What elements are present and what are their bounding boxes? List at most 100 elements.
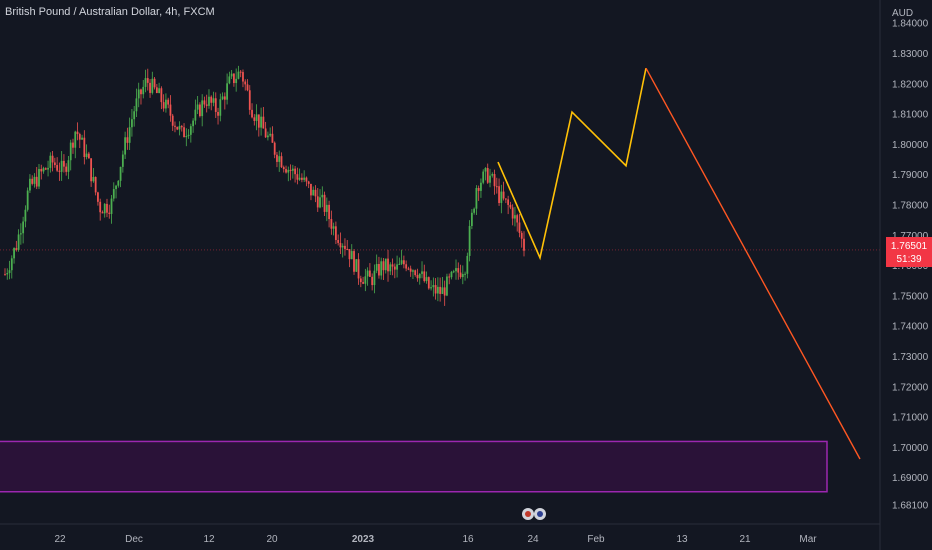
candle-body (244, 81, 247, 85)
candle-body (407, 268, 410, 270)
candle-body (368, 270, 371, 277)
candle-body (427, 277, 430, 289)
price-tick-label: 1.83000 (892, 49, 929, 60)
candle-body (466, 255, 469, 274)
candle-body (316, 196, 319, 208)
candle-body (63, 160, 65, 167)
price-tick-label: 1.78000 (892, 201, 929, 212)
candle-body (443, 287, 446, 296)
candle-body (491, 174, 494, 176)
candle-body (421, 271, 423, 274)
candle-body (518, 222, 521, 233)
candle-body (174, 125, 176, 127)
candle-body (117, 180, 120, 186)
candle-body (158, 88, 161, 93)
candle-body (99, 201, 102, 213)
candle-body (187, 134, 190, 136)
price-tick-label: 1.81000 (892, 110, 929, 121)
candle-body (439, 286, 442, 294)
projection-path-orange[interactable] (645, 67, 861, 460)
candle-body (192, 120, 195, 127)
projection-path-yellow[interactable] (497, 67, 647, 261)
candle-body (509, 204, 512, 208)
candle-body (262, 116, 265, 129)
candle-body (214, 98, 217, 112)
candle-body (69, 142, 72, 161)
candle-body (434, 285, 437, 294)
candle-body (378, 263, 380, 276)
candle-body (380, 261, 383, 276)
candle-body (289, 169, 292, 171)
candle-body (97, 192, 99, 202)
demand-zone[interactable] (0, 440, 828, 493)
candle-body (203, 100, 206, 105)
candle-body (498, 186, 500, 203)
price-tick-label: 1.69000 (892, 473, 929, 484)
candle-body (76, 131, 79, 135)
time-tick-label: 16 (462, 534, 474, 545)
candle-body (384, 258, 387, 271)
symbol-title[interactable]: British Pound / Australian Dollar, 4h, F… (5, 6, 215, 18)
candle-body (314, 189, 317, 197)
candle-body (287, 169, 290, 173)
countdown-timer: 51:39 (896, 254, 922, 265)
candle-body (196, 104, 199, 110)
candle-body (72, 142, 74, 148)
candle-body (414, 270, 417, 276)
event-flag-icon-inner (525, 511, 531, 517)
candle-body (221, 96, 224, 100)
candle-body (248, 90, 251, 110)
time-tick-label: 20 (266, 534, 278, 545)
candle-body (418, 273, 421, 279)
candle-body (180, 126, 183, 128)
candle-body (58, 170, 61, 172)
candle-body (300, 177, 303, 180)
last-price-tag: 1.76501 51:39 (886, 237, 932, 267)
candle-body (473, 208, 476, 213)
candle-body (87, 153, 90, 159)
candle-body (514, 215, 516, 219)
candle-body (489, 175, 491, 183)
candle-body (298, 177, 301, 180)
candle-body (296, 174, 299, 180)
candle-body (387, 258, 389, 272)
candle-body (344, 245, 346, 249)
time-tick-label: 22 (54, 534, 66, 545)
candle-body (480, 182, 482, 191)
candle-body (432, 285, 435, 288)
candle-body (441, 287, 444, 294)
candle-body (165, 99, 167, 109)
candle-body (396, 264, 398, 270)
candle-body (393, 266, 396, 270)
candle-body (337, 239, 340, 243)
event-icons[interactable] (522, 508, 546, 520)
candle-body (185, 135, 188, 138)
time-axis[interactable]: 22 Dec 12 20 2023 16 24 Feb 13 21 Mar (54, 534, 817, 545)
candle-body (257, 114, 260, 128)
candle-body (398, 263, 401, 265)
candle-body (90, 158, 93, 182)
candle-body (83, 137, 86, 157)
candle-body (246, 84, 249, 91)
candle-body (375, 263, 378, 271)
candle-body (484, 168, 487, 172)
price-tick-label: 1.68100 (892, 500, 929, 511)
candle-body (319, 197, 321, 208)
candle-body (81, 137, 83, 140)
time-tick-label: 2023 (352, 534, 375, 545)
candle-body (400, 260, 403, 264)
candle-body (65, 166, 68, 172)
candle-body (169, 104, 172, 116)
candle-body (373, 270, 376, 286)
candle-body (470, 212, 473, 227)
last-price-value: 1.76501 (890, 241, 928, 252)
candle-body (382, 261, 385, 271)
candle-body (330, 219, 333, 229)
candle-body (137, 89, 140, 99)
candle-body (146, 78, 149, 83)
candle-body (131, 119, 133, 128)
candle-body (477, 188, 480, 191)
price-tick-label: 1.77000 (892, 231, 929, 242)
candle-body (303, 177, 306, 180)
